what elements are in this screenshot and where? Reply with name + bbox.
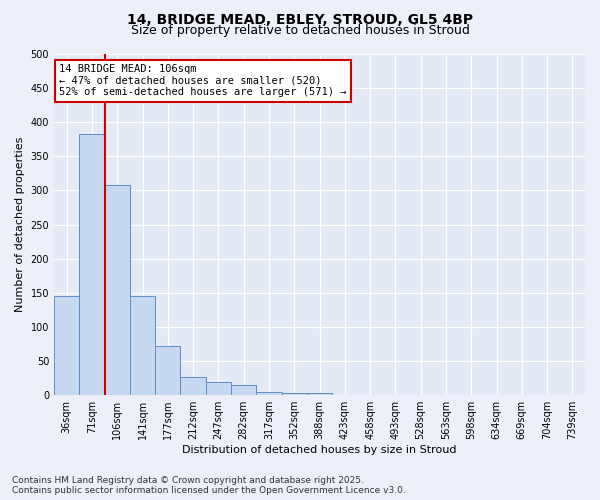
Bar	[104, 185, 130, 395]
Bar	[231, 385, 256, 395]
X-axis label: Distribution of detached houses by size in Stroud: Distribution of detached houses by size …	[182, 445, 457, 455]
Bar	[206, 382, 231, 395]
Bar	[181, 377, 206, 395]
Y-axis label: Number of detached properties: Number of detached properties	[15, 137, 25, 312]
Text: 14 BRIDGE MEAD: 106sqm
← 47% of detached houses are smaller (520)
52% of semi-de: 14 BRIDGE MEAD: 106sqm ← 47% of detached…	[59, 64, 347, 98]
Bar	[155, 346, 181, 395]
Bar	[130, 296, 155, 395]
Text: Contains HM Land Registry data © Crown copyright and database right 2025.
Contai: Contains HM Land Registry data © Crown c…	[12, 476, 406, 495]
Text: Size of property relative to detached houses in Stroud: Size of property relative to detached ho…	[131, 24, 469, 37]
Bar	[54, 296, 79, 395]
Bar	[281, 393, 307, 395]
Bar	[307, 393, 332, 395]
Text: 14, BRIDGE MEAD, EBLEY, STROUD, GL5 4BP: 14, BRIDGE MEAD, EBLEY, STROUD, GL5 4BP	[127, 12, 473, 26]
Bar	[79, 134, 104, 395]
Bar	[256, 392, 281, 395]
